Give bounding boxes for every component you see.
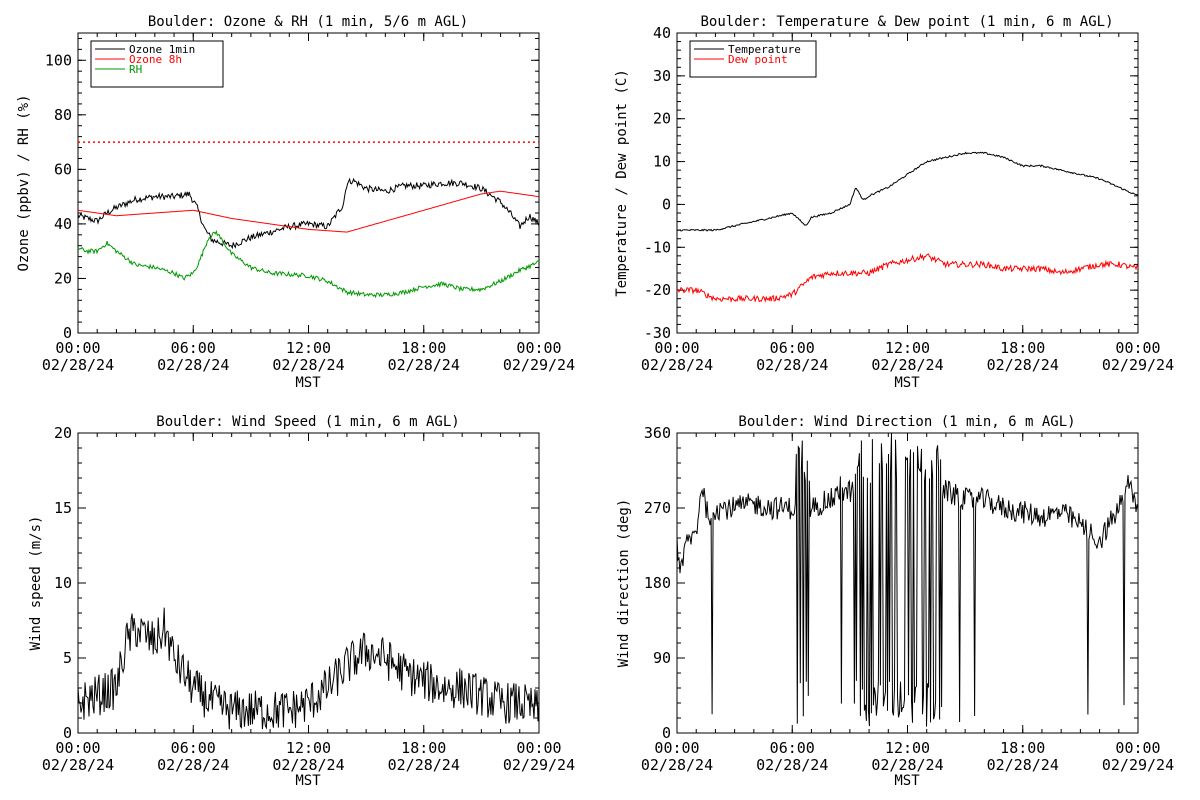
x-tick-label-date: 02/28/24	[641, 756, 713, 774]
temperature-dewpoint-panel: Boulder: Temperature & Dew point (1 min,…	[614, 14, 1174, 391]
x-tick-label-time: 18:00	[401, 739, 446, 757]
y-tick-label: 15	[54, 499, 72, 517]
x-tick-label-date: 02/28/24	[756, 756, 828, 774]
y-axis-label: Temperature / Dew point (C)	[614, 69, 630, 297]
y-tick-label: 10	[54, 574, 72, 592]
series-line	[78, 607, 539, 730]
y-tick-label: 20	[653, 110, 671, 128]
y-tick-label: -20	[644, 281, 671, 299]
series-line	[677, 433, 1138, 727]
legend-label: Ozone 1min	[129, 43, 195, 56]
y-tick-label: 270	[644, 499, 671, 517]
y-tick-label: 0	[63, 724, 72, 742]
y-tick-label: 0	[662, 195, 671, 213]
y-tick-label: 0	[662, 724, 671, 742]
x-tick-label-time: 00:00	[654, 739, 699, 757]
ozone-rh-panel: Boulder: Ozone & RH (1 min, 5/6 m AGL) O…	[16, 14, 575, 391]
x-tick-label-date: 02/29/24	[1102, 756, 1174, 774]
x-axis-label: MST	[295, 773, 321, 789]
x-tick-label-date: 02/29/24	[1102, 356, 1174, 374]
x-tick-label-time: 00:00	[516, 339, 561, 357]
x-tick-label-date: 02/28/24	[42, 756, 114, 774]
x-tick-label-time: 00:00	[1115, 339, 1160, 357]
series-line	[677, 151, 1138, 232]
x-tick-label-date: 02/28/24	[157, 356, 229, 374]
y-tick-label: 30	[653, 67, 671, 85]
y-tick-label: 100	[45, 51, 72, 69]
series-line	[78, 229, 539, 299]
y-tick-label: 5	[63, 649, 72, 667]
y-axis-label: Wind direction (deg)	[616, 499, 632, 668]
x-tick-label-time: 00:00	[1115, 739, 1160, 757]
x-tick-label-date: 02/28/24	[871, 756, 943, 774]
x-tick-label-date: 02/28/24	[641, 356, 713, 374]
y-tick-label: -10	[644, 238, 671, 256]
wind-direction-panel: Boulder: Wind Direction (1 min, 6 m AGL)…	[616, 414, 1174, 789]
series-line	[677, 252, 1138, 304]
x-tick-label-time: 00:00	[516, 739, 561, 757]
y-tick-label: 90	[653, 649, 671, 667]
chart-title: Boulder: Wind Direction (1 min, 6 m AGL)	[738, 414, 1075, 430]
x-tick-label-date: 02/28/24	[987, 356, 1059, 374]
legend-label: RH	[129, 63, 142, 76]
x-tick-label-time: 12:00	[286, 339, 331, 357]
x-tick-label-time: 06:00	[770, 739, 815, 757]
series-line	[78, 190, 539, 233]
y-tick-label: -30	[644, 324, 671, 342]
y-tick-label: 20	[54, 424, 72, 442]
x-tick-label-date: 02/28/24	[272, 356, 344, 374]
x-tick-label-date: 02/28/24	[388, 756, 460, 774]
chart-title: Boulder: Temperature & Dew point (1 min,…	[700, 14, 1113, 30]
x-tick-label-date: 02/28/24	[871, 356, 943, 374]
y-tick-label: 80	[54, 106, 72, 124]
x-axis-label: MST	[295, 375, 321, 391]
y-tick-label: 10	[653, 153, 671, 171]
x-tick-label-time: 12:00	[885, 739, 930, 757]
x-tick-label-time: 06:00	[171, 739, 216, 757]
y-tick-label: 0	[63, 324, 72, 342]
legend-label: Ozone 8h	[129, 53, 182, 66]
x-axis-label: MST	[894, 773, 920, 789]
x-axis-label: MST	[894, 375, 920, 391]
chart-title: Boulder: Ozone & RH (1 min, 5/6 m AGL)	[148, 14, 468, 30]
x-tick-label-time: 12:00	[286, 739, 331, 757]
wind-speed-panel: Boulder: Wind Speed (1 min, 6 m AGL) Win…	[28, 414, 575, 789]
x-tick-label-time: 12:00	[885, 339, 930, 357]
y-tick-label: 40	[54, 215, 72, 233]
plot-frame	[676, 32, 1139, 334]
y-tick-label: 40	[653, 24, 671, 42]
x-tick-label-time: 18:00	[401, 339, 446, 357]
y-axis-label: Wind speed (m/s)	[28, 516, 44, 651]
series-line	[78, 177, 539, 250]
x-tick-label-date: 02/28/24	[987, 756, 1059, 774]
x-tick-label-time: 18:00	[1000, 339, 1045, 357]
y-axis-label: Ozone (ppbv) / RH (%)	[16, 94, 32, 271]
chart-title: Boulder: Wind Speed (1 min, 6 m AGL)	[156, 414, 459, 430]
x-tick-label-date: 02/29/24	[503, 356, 575, 374]
x-tick-label-time: 00:00	[55, 739, 100, 757]
y-tick-label: 20	[54, 269, 72, 287]
legend-label: Dew point	[728, 53, 788, 66]
x-tick-label-date: 02/28/24	[42, 356, 114, 374]
x-tick-label-date: 02/28/24	[388, 356, 460, 374]
x-tick-label-date: 02/28/24	[756, 356, 828, 374]
x-tick-label-time: 06:00	[171, 339, 216, 357]
y-tick-label: 360	[644, 424, 671, 442]
x-tick-label-time: 00:00	[654, 339, 699, 357]
x-tick-label-date: 02/29/24	[503, 756, 575, 774]
legend-label: Temperature	[728, 43, 801, 56]
x-tick-label-date: 02/28/24	[157, 756, 229, 774]
x-tick-label-date: 02/28/24	[272, 756, 344, 774]
x-tick-label-time: 00:00	[55, 339, 100, 357]
x-tick-label-time: 06:00	[770, 339, 815, 357]
y-tick-label: 60	[54, 160, 72, 178]
x-tick-label-time: 18:00	[1000, 739, 1045, 757]
y-tick-label: 180	[644, 574, 671, 592]
